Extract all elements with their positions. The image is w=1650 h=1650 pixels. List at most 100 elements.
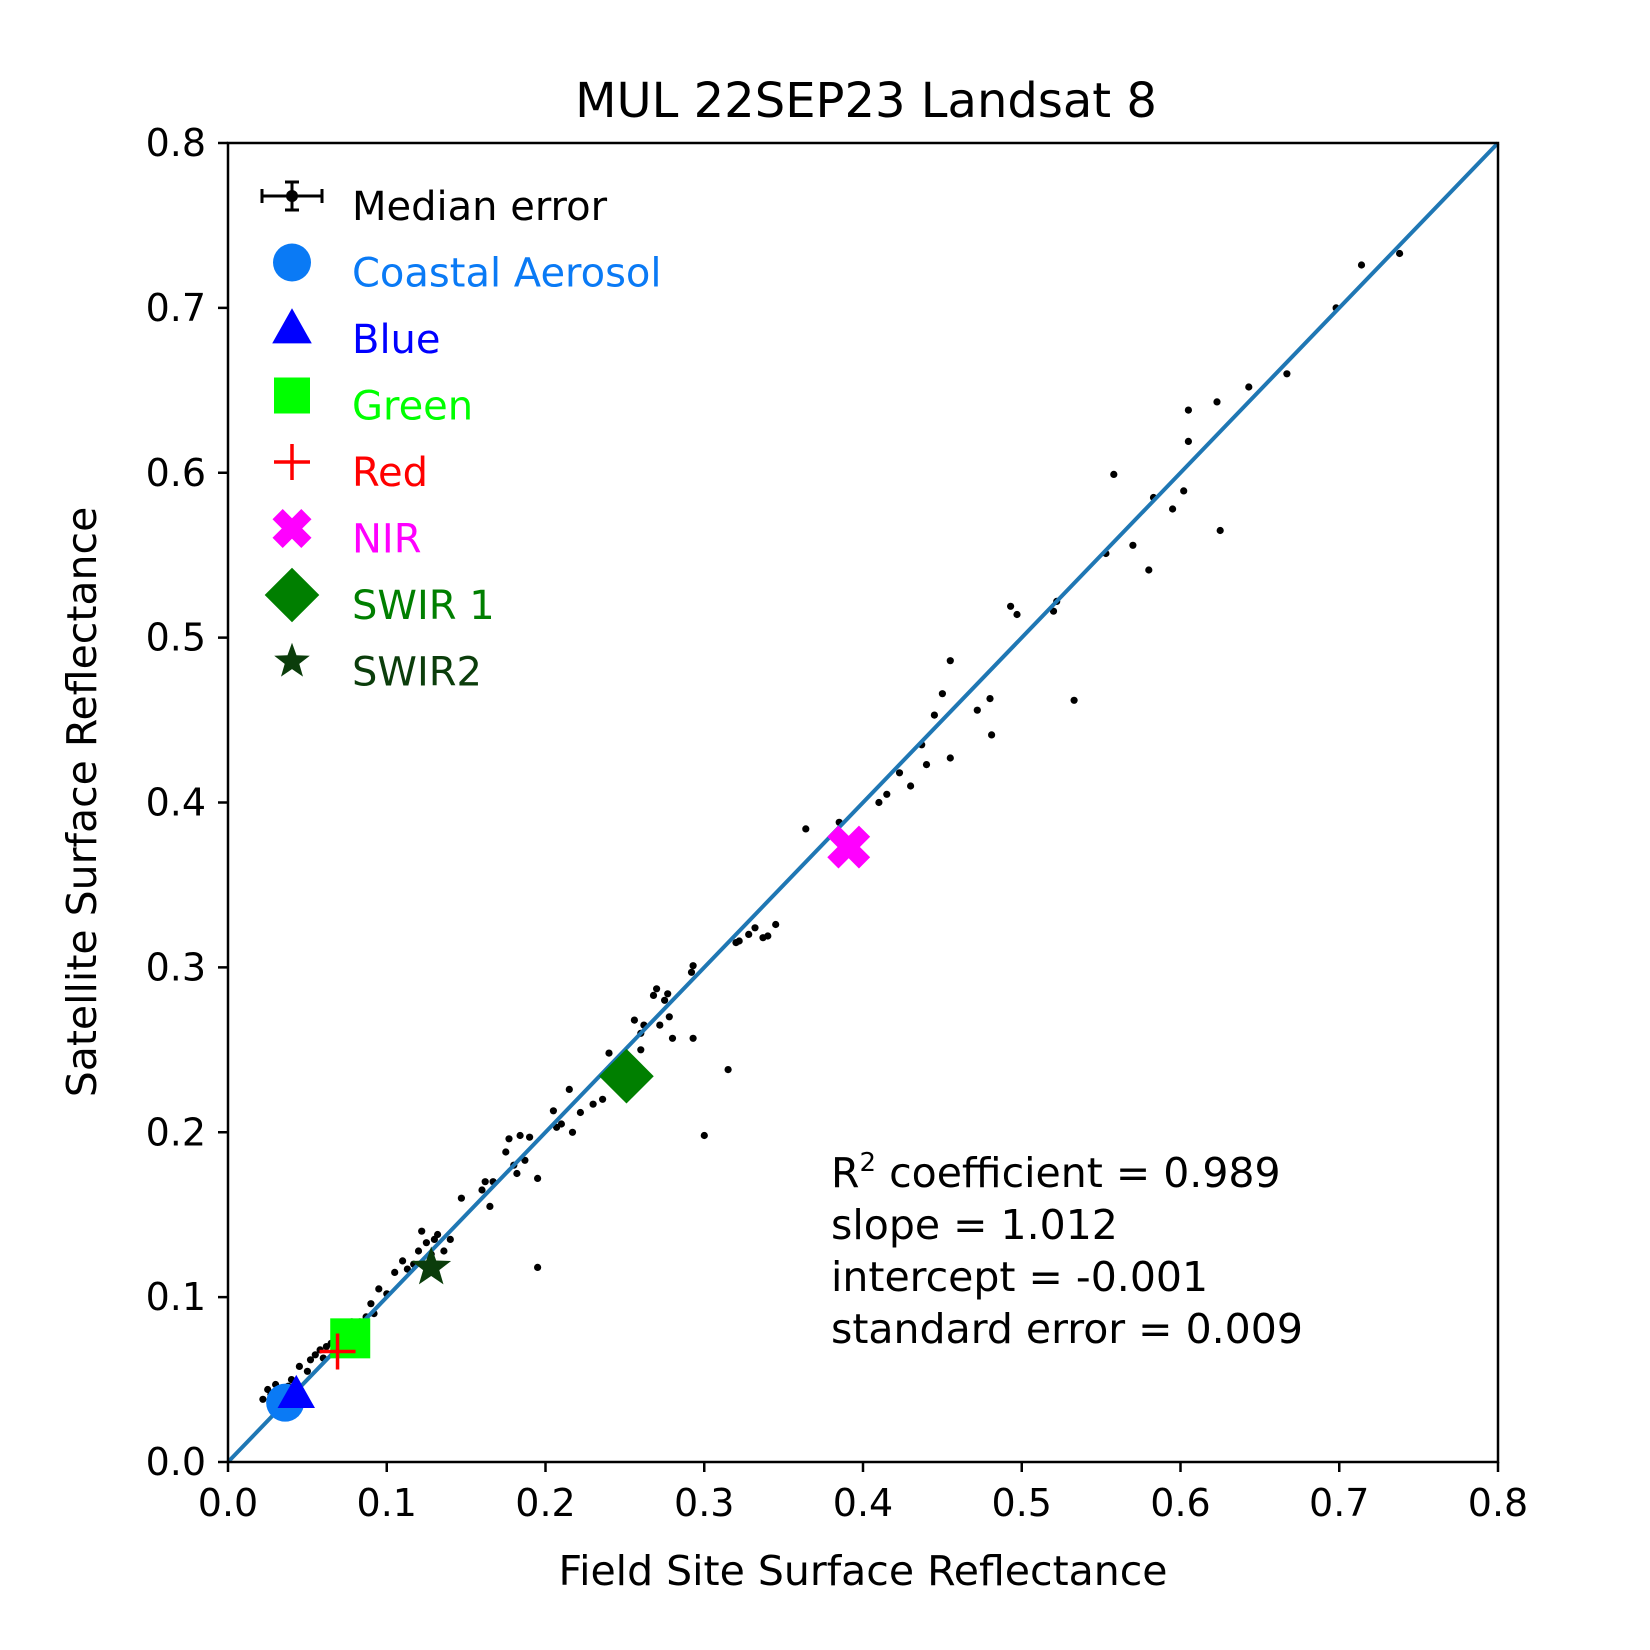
legend-label-median-error: Median error xyxy=(352,184,608,230)
sample-point-56 xyxy=(576,1108,585,1117)
sample-point-28 xyxy=(403,1265,411,1273)
sample-point-26 xyxy=(391,1268,399,1276)
sample-point-86 xyxy=(875,798,883,807)
sample-point-79 xyxy=(751,924,759,932)
legend-label-swir-1: SWIR 1 xyxy=(352,583,495,629)
sample-point-113 xyxy=(1213,398,1221,406)
sample-point-30 xyxy=(414,1247,423,1255)
sample-point-8 xyxy=(295,1362,303,1370)
y-axis-title: Satellite Surface Reflectance xyxy=(58,507,106,1098)
sample-point-114 xyxy=(1216,526,1224,535)
x-tick-label-8: 0.8 xyxy=(1468,1481,1528,1525)
y-tick-label-5: 0.5 xyxy=(146,616,206,660)
legend-label-nir: NIR xyxy=(352,517,422,563)
legend-label-swir2: SWIR2 xyxy=(352,650,482,696)
sample-point-49 xyxy=(526,1133,534,1141)
sample-points xyxy=(259,249,1404,1403)
sample-point-103 xyxy=(1070,696,1078,704)
sample-point-111 xyxy=(1184,437,1192,445)
x-tick-label-1: 0.1 xyxy=(357,1481,417,1525)
median-marker-nir xyxy=(827,825,871,869)
sample-point-37 xyxy=(446,1235,454,1243)
sample-point-116 xyxy=(1283,370,1291,378)
median-marker-swir-1 xyxy=(599,1048,654,1104)
sample-point-83 xyxy=(802,825,810,833)
sample-point-112 xyxy=(1184,406,1192,414)
sample-point-115 xyxy=(1245,383,1253,391)
sample-point-40 xyxy=(481,1178,489,1186)
legend-marker-red xyxy=(274,444,310,480)
sample-point-72 xyxy=(689,1034,697,1042)
x-tick-label-0: 0.0 xyxy=(198,1481,258,1525)
sample-point-96 xyxy=(973,706,981,714)
sample-point-53 xyxy=(557,1120,566,1128)
y-tick-label-4: 0.4 xyxy=(146,781,206,825)
sample-point-59 xyxy=(605,1049,613,1057)
sample-point-67 xyxy=(656,1021,664,1029)
sample-point-106 xyxy=(1129,541,1137,549)
sample-point-109 xyxy=(1169,505,1177,513)
x-tick-label-4: 0.4 xyxy=(833,1481,893,1525)
sample-point-63 xyxy=(637,1046,645,1054)
sample-point-44 xyxy=(505,1135,513,1143)
stats-r2: R2 coefficient = 0.989 xyxy=(831,1148,1281,1197)
sample-point-88 xyxy=(895,769,904,777)
sample-point-35 xyxy=(434,1230,442,1239)
sample-point-87 xyxy=(883,790,891,798)
x-tick-label-2: 0.2 xyxy=(515,1481,575,1525)
sample-point-46 xyxy=(513,1169,521,1178)
sample-point-110 xyxy=(1180,487,1188,495)
sample-point-68 xyxy=(661,996,669,1004)
sample-point-105 xyxy=(1110,470,1118,478)
sample-point-36 xyxy=(440,1247,448,1255)
stats-intercept: intercept = -0.001 xyxy=(831,1253,1208,1301)
sample-point-9 xyxy=(303,1367,311,1375)
legend-marker-median-error-dot xyxy=(286,190,298,202)
sample-point-93 xyxy=(938,690,947,698)
x-tick-label-3: 0.3 xyxy=(674,1481,734,1525)
stats-r2-label: R xyxy=(831,1149,860,1197)
fit-line xyxy=(226,141,1500,1464)
sample-point-98 xyxy=(988,731,996,739)
regression-stats: R2 coefficient = 0.989 slope = 1.012 int… xyxy=(831,1148,1303,1353)
sample-point-62 xyxy=(630,1016,639,1024)
sample-point-54 xyxy=(565,1085,573,1093)
stats-r2-sup: 2 xyxy=(860,1148,877,1178)
sample-point-22 xyxy=(367,1300,375,1308)
y-tick-label-6: 0.6 xyxy=(146,451,206,495)
sample-point-100 xyxy=(1013,610,1021,619)
sample-point-70 xyxy=(665,1013,673,1021)
sample-point-69 xyxy=(664,990,672,998)
y-tick-label-1: 0.1 xyxy=(146,1275,206,1319)
sample-point-97 xyxy=(986,695,994,703)
sample-point-41 xyxy=(486,1202,494,1210)
sample-point-11 xyxy=(311,1351,319,1359)
sample-point-82 xyxy=(772,920,780,929)
y-tick-label-7: 0.7 xyxy=(146,286,206,330)
median-marker-red xyxy=(319,1333,356,1370)
sample-point-39 xyxy=(478,1186,486,1194)
sample-point-74 xyxy=(689,962,697,970)
legend-marker-nir xyxy=(272,509,312,548)
sample-point-120 xyxy=(700,1131,708,1140)
median-marker-blue xyxy=(277,1374,315,1409)
y-axis-ticks: 0.0 0.1 0.2 0.3 0.4 0.5 0.6 0.7 0.8 xyxy=(146,121,228,1484)
sample-point-66 xyxy=(653,985,661,993)
sample-point-91 xyxy=(922,761,931,769)
x-tick-label-5: 0.5 xyxy=(992,1481,1052,1525)
sample-point-43 xyxy=(502,1148,510,1156)
sample-point-55 xyxy=(568,1128,577,1136)
y-tick-label-3: 0.3 xyxy=(146,945,206,989)
sample-point-75 xyxy=(724,1066,732,1074)
sample-point-32 xyxy=(422,1239,430,1247)
y-tick-label-8: 0.8 xyxy=(146,121,206,165)
sample-point-119 xyxy=(1396,249,1404,258)
sample-point-24 xyxy=(375,1285,383,1293)
sample-point-73 xyxy=(687,968,696,976)
sample-point-38 xyxy=(457,1194,465,1202)
sample-point-50 xyxy=(534,1174,542,1182)
sample-point-81 xyxy=(764,932,772,940)
sample-point-31 xyxy=(418,1227,426,1235)
